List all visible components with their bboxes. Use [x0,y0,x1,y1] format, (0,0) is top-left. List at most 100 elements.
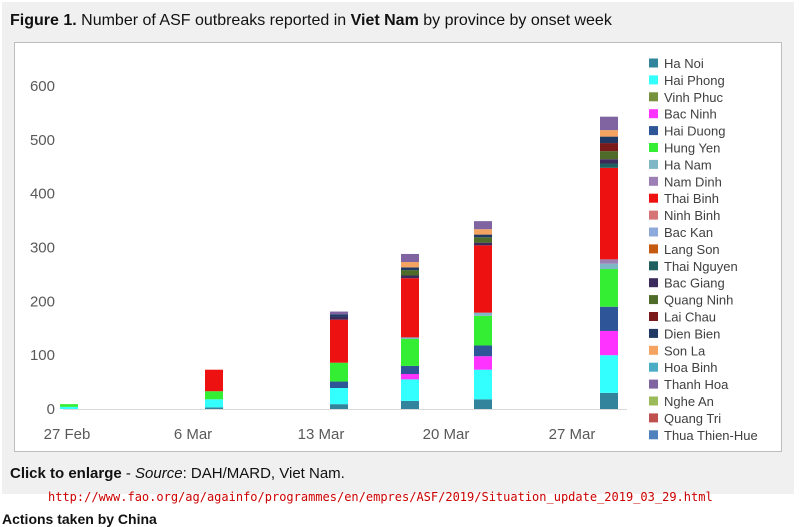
bar-segment[interactable] [600,167,618,260]
legend-swatch [649,193,658,203]
legend-label: Ha Noi [664,56,704,71]
section-heading: Actions taken by China [2,511,157,527]
bar-segment[interactable] [600,136,618,144]
bar-segment[interactable] [474,234,492,238]
bar-segment[interactable] [600,269,618,307]
legend-swatch [649,109,658,119]
legend-swatch [649,210,658,220]
caption-dash: - [121,465,136,482]
bar-segment[interactable] [401,262,419,268]
legend-swatch [649,159,658,169]
legend-label: Hai Duong [664,124,725,139]
y-tick-label: 600 [30,78,55,95]
y-tick-label: 100 [30,347,55,364]
legend-swatch [649,312,658,321]
bar-segment[interactable] [600,259,618,264]
legend-swatch [649,345,658,355]
bar-segment[interactable] [401,278,419,338]
figure-caption: Click to enlarge - Source: DAH/MARD, Vie… [10,465,345,482]
figure-label: Figure 1. [10,12,77,29]
bar-segment[interactable] [401,253,419,263]
bar-segment[interactable] [474,356,492,370]
bar-segment[interactable] [474,245,492,313]
bar-segment[interactable] [474,345,492,357]
chart-container[interactable]: 0 100 200 300 400 500 600 27 Feb 6 Mar 13 Mar 20 M… [14,42,782,452]
bar-segment[interactable] [330,404,348,409]
bar-segment[interactable] [600,163,618,168]
bar-segment[interactable] [600,263,618,270]
bar-segment[interactable] [474,312,492,316]
legend-swatch [649,58,658,68]
legend-label: Thai Binh [664,191,719,206]
bar-segment[interactable] [330,314,348,317]
x-tick-label: 27 Feb [44,426,91,443]
bar-segment[interactable] [205,407,223,409]
x-tick-label: 27 Mar [549,426,596,443]
bar-segment[interactable] [60,406,78,409]
bar-segment[interactable] [600,130,618,137]
bar-segment[interactable] [401,400,419,409]
bar-segment[interactable] [205,391,223,400]
x-tick-label: 20 Mar [423,426,470,443]
stacked-bar-chart: 0 100 200 300 400 500 600 27 Feb 6 Mar 13 Mar 20 M… [30,56,758,443]
bar-segment[interactable] [60,404,78,407]
bar-segment[interactable] [474,315,492,346]
bar-segment[interactable] [474,242,492,246]
legend-label: Bac Kan [664,225,713,240]
y-tick-label: 300 [30,240,55,257]
y-tick-label: 200 [30,293,55,310]
bar-segment[interactable] [474,237,492,243]
bar-segment[interactable] [401,365,419,375]
bar-segment[interactable] [600,116,618,131]
bar-segment[interactable] [330,311,348,315]
bar-segment[interactable] [330,316,348,320]
legend-swatch [649,92,658,102]
legend-label: Thanh Hoa [664,377,729,392]
legend-label: Lai Chau [664,310,716,325]
bar-segment[interactable] [330,388,348,405]
legend-label: Lang Son [664,242,720,257]
legend-label: Thua Thien-Hue [664,428,758,443]
bar-segment[interactable] [600,151,618,160]
bar-segment[interactable] [330,319,348,363]
bar-segment[interactable] [330,381,348,389]
legend-label: Ninh Binh [664,208,720,223]
source-text: : DAH/MARD, Viet Nam. [182,465,345,482]
source-url-link[interactable]: http://www.fao.org/ag/againfo/programmes… [48,490,713,504]
bar-segment[interactable] [330,362,348,382]
bar-segment[interactable] [600,306,618,331]
legend-swatch [649,430,658,440]
x-tick-label: 13 Mar [298,426,345,443]
bar-segment[interactable] [600,355,618,393]
bar-segment[interactable] [474,229,492,235]
legend-swatch [649,261,658,271]
bar-segment[interactable] [401,275,419,279]
legend-label: Hai Phong [664,73,725,88]
bar-segment[interactable] [474,399,492,409]
bar-segment[interactable] [401,337,419,340]
legend-swatch [649,413,658,423]
figure-title-country: Viet Nam [350,12,419,29]
figure-title: Figure 1. Number of ASF outbreaks report… [10,12,612,30]
legend-label: Bac Ninh [664,107,717,122]
legend-label: Dien Bien [664,326,720,341]
bar-segment[interactable] [600,159,618,164]
y-tick-label: 0 [47,401,55,418]
bar-segment[interactable] [401,379,419,401]
legend-swatch [649,362,658,372]
figure-title-post: by province by onset week [423,12,612,29]
bar-segment[interactable] [205,369,223,392]
click-to-enlarge-link[interactable]: Click to enlarge [10,465,122,482]
bar-segment[interactable] [401,270,419,276]
bar-segment[interactable] [205,399,223,408]
bar-segment[interactable] [401,339,419,366]
legend-label: Bac Giang [664,276,725,291]
legend-label: Hoa Binh [664,360,717,375]
bar-segment[interactable] [401,267,419,271]
bar-segment[interactable] [600,330,618,356]
bar-segment[interactable] [600,392,618,409]
bar-segment[interactable] [474,221,492,230]
bar-segment[interactable] [474,369,492,400]
bar-segment[interactable] [600,143,618,152]
bar-segment[interactable] [401,374,419,380]
